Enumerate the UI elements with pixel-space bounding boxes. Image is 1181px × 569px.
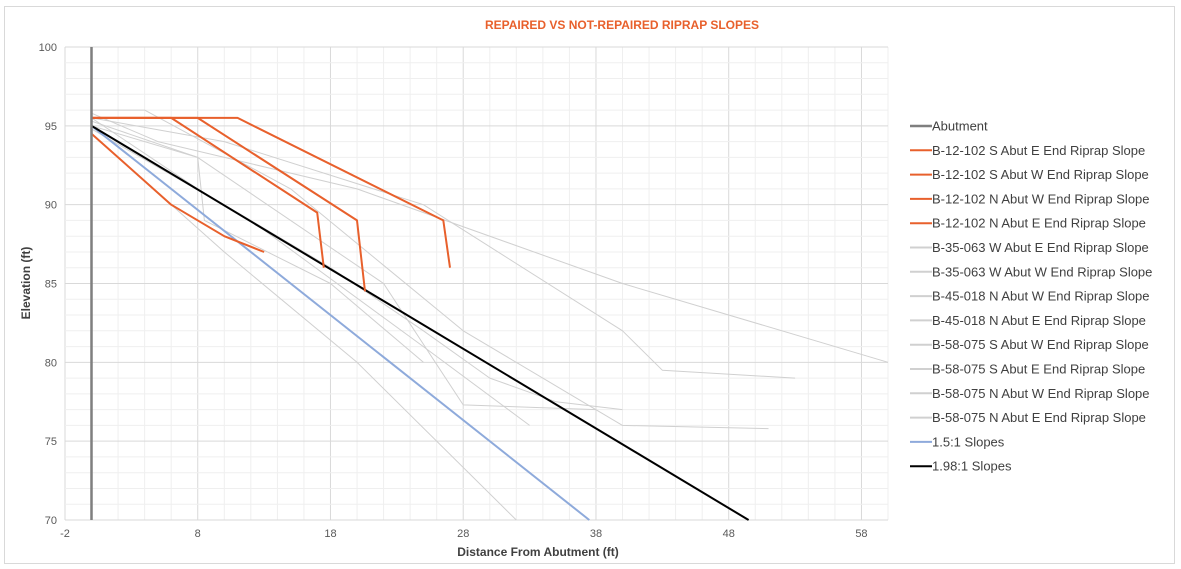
- series-line-b-58-075-s-abut-w-end-riprap-slope: [91, 120, 597, 411]
- series-line-b-45-018-n-abut-w-end-riprap-slope: [91, 109, 769, 430]
- legend: Abutment B-12-102 S Abut E End Riprap Slo…: [910, 119, 1152, 474]
- y-tick-label: 90: [45, 200, 57, 212]
- legend-entry: Abutment: [932, 119, 988, 134]
- legend-entry: B-12-102 S Abut E End Riprap Slope: [932, 143, 1145, 158]
- series-line-1-98-1-slopes: [90, 124, 750, 521]
- legend-entry: B-58-075 S Abut W End Riprap Slope: [932, 337, 1149, 352]
- legend-entry: B-58-075 N Abut W End Riprap Slope: [932, 386, 1150, 401]
- x-tick-label: 58: [855, 528, 867, 540]
- series-line-b-58-075-n-abut-w-end-riprap-slope: [91, 125, 424, 363]
- legend-entry: B-35-063 W Abut E End Riprap Slope: [932, 240, 1149, 255]
- x-tick-label: -2: [60, 528, 70, 540]
- y-axis-title: Elevation (ft): [19, 247, 33, 320]
- x-tick-label: 8: [195, 528, 201, 540]
- series-line-b-35-063-w-abut-e-end-riprap-slope: [91, 112, 889, 363]
- x-tick-label: 38: [590, 528, 602, 540]
- legend-entry: B-58-075 N Abut E End Riprap Slope: [932, 410, 1146, 425]
- legend-entry: 1.5:1 Slopes: [932, 434, 1005, 449]
- series-line-b-12-102-s-abut-e-end-riprap-slope: [91, 116, 451, 268]
- series-line-b-12-102-n-abut-w-end-riprap-slope: [91, 116, 325, 268]
- y-tick-label: 95: [45, 121, 57, 133]
- grid: [64, 46, 889, 521]
- y-tick-label: 70: [45, 515, 57, 527]
- series-layer: [90, 47, 889, 521]
- legend-entry: 1.98:1 Slopes: [932, 459, 1012, 474]
- x-tick-label: 48: [723, 528, 735, 540]
- legend-entry: B-12-102 N Abut W End Riprap Slope: [932, 191, 1150, 206]
- chart-title: REPAIRED VS NOT-REPAIRED RIPRAP SLOPES: [485, 18, 759, 32]
- legend-entry: B-35-063 W Abut W End Riprap Slope: [932, 264, 1152, 279]
- y-tick-label: 80: [45, 357, 57, 369]
- legend-entry: B-45-018 N Abut E End Riprap Slope: [932, 313, 1146, 328]
- legend-entry: B-12-102 N Abut E End Riprap Slope: [932, 216, 1146, 231]
- y-tick-label: 100: [39, 42, 57, 54]
- y-tick-label: 85: [45, 279, 57, 291]
- chart-frame: [4, 6, 1175, 564]
- tick-labels: -2 8 18 28 38 48 58 70 75 80 85 90 95 100: [39, 42, 868, 540]
- series-line-1-5-1-slopes: [90, 125, 590, 521]
- legend-entry: B-45-018 N Abut W End Riprap Slope: [932, 289, 1150, 304]
- series-line-b-12-102-n-abut-e-end-riprap-slope: [90, 132, 265, 253]
- legend-entry: B-12-102 S Abut W End Riprap Slope: [932, 167, 1149, 182]
- y-tick-label: 75: [45, 436, 57, 448]
- x-tick-label: 28: [457, 528, 469, 540]
- x-tick-label: 18: [324, 528, 336, 540]
- legend-entry: B-58-075 S Abut E End Riprap Slope: [932, 362, 1145, 377]
- x-axis-title: Distance From Abutment (ft): [457, 545, 619, 559]
